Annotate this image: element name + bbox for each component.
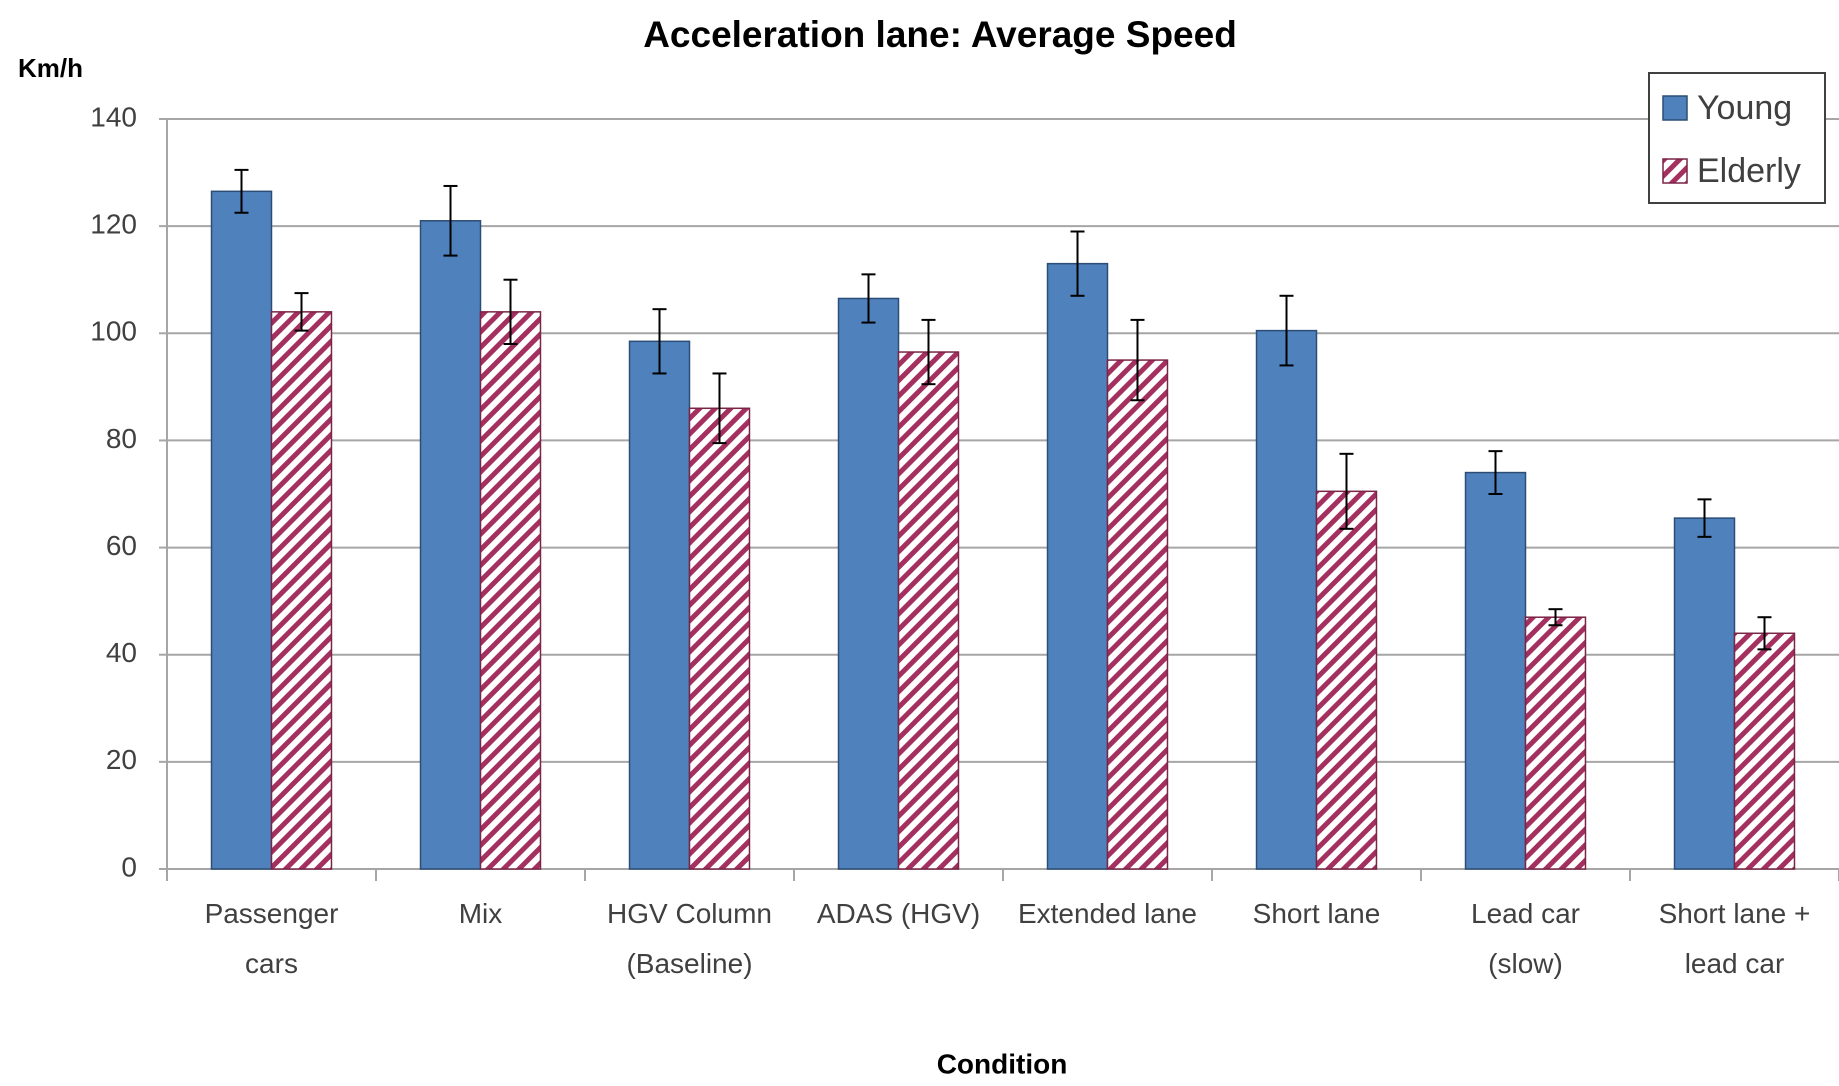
x-tick-label: Mix bbox=[458, 898, 503, 929]
x-tick-label: HGV Column (Baseline) bbox=[607, 898, 772, 979]
legend-label: Young bbox=[1697, 89, 1792, 127]
error-bar bbox=[1279, 294, 1294, 367]
y-tick-label: 40 bbox=[106, 637, 137, 668]
y-tick-label: 20 bbox=[106, 744, 137, 775]
chart-title: Acceleration lane: Average Speed bbox=[643, 14, 1237, 55]
bar bbox=[1524, 616, 1587, 870]
error-bar bbox=[1757, 616, 1772, 651]
bar bbox=[837, 297, 900, 870]
legend-swatch bbox=[1662, 95, 1688, 121]
y-tick-label: 0 bbox=[121, 851, 137, 882]
x-tick-label: Passenger cars bbox=[204, 898, 339, 979]
error-bar bbox=[652, 308, 667, 375]
bar bbox=[210, 190, 273, 870]
y-tick-label: 100 bbox=[90, 316, 137, 347]
error-bar bbox=[1339, 452, 1354, 530]
bar bbox=[1255, 329, 1318, 870]
error-bar bbox=[1697, 498, 1712, 538]
bar bbox=[1673, 517, 1736, 870]
bar bbox=[1106, 359, 1169, 870]
y-tick-label: 140 bbox=[90, 101, 137, 132]
y-tick-label: 60 bbox=[106, 530, 137, 561]
error-bar bbox=[234, 168, 249, 214]
legend-label: Elderly bbox=[1697, 152, 1801, 190]
error-bar bbox=[712, 372, 727, 445]
error-bar bbox=[443, 184, 458, 257]
error-bar bbox=[1130, 318, 1145, 402]
bar bbox=[628, 340, 691, 870]
bar bbox=[897, 351, 960, 870]
bar bbox=[1464, 471, 1527, 870]
y-axis-label: Km/h bbox=[18, 53, 83, 83]
x-axis-label: Condition bbox=[937, 1048, 1068, 1079]
legend: Young Elderly bbox=[1648, 72, 1826, 204]
bar bbox=[419, 220, 482, 870]
bar bbox=[1315, 490, 1378, 870]
x-tick-label: Extended lane bbox=[1017, 898, 1198, 929]
y-tick-label: 120 bbox=[90, 209, 137, 240]
bar bbox=[270, 311, 333, 870]
y-tick-label: 80 bbox=[106, 423, 137, 454]
error-bar bbox=[1488, 450, 1503, 495]
bar bbox=[1046, 262, 1109, 870]
error-bar bbox=[861, 273, 876, 324]
error-bar bbox=[921, 318, 936, 386]
x-tick-label: Short lane + lead car bbox=[1658, 898, 1811, 979]
x-tick-label: Short lane bbox=[1252, 898, 1381, 929]
bar bbox=[688, 407, 751, 870]
x-tick-label: ADAS (HGV) bbox=[816, 898, 981, 929]
error-bar bbox=[1070, 230, 1085, 297]
x-tick-label: Lead car (slow) bbox=[1471, 898, 1580, 979]
legend-swatch bbox=[1662, 158, 1688, 184]
error-bar bbox=[1548, 608, 1563, 627]
error-bar bbox=[503, 278, 518, 345]
error-bar bbox=[294, 292, 309, 332]
bar bbox=[1733, 632, 1796, 870]
bar bbox=[479, 311, 542, 870]
